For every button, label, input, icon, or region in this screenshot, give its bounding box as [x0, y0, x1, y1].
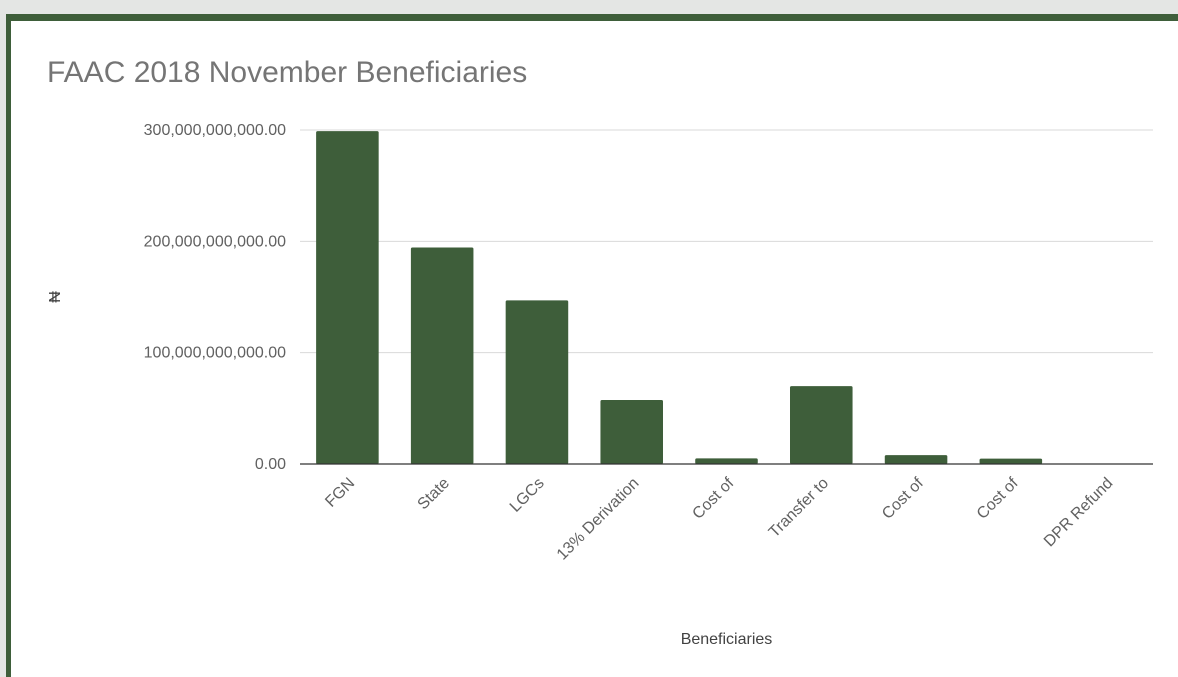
- bar[interactable]: [695, 458, 758, 464]
- y-axis-tick-labels: 0.00 100,000,000,000.00 200,000,000,000.00…: [144, 122, 286, 473]
- x-tick-label: Cost of: [879, 474, 927, 522]
- x-tick-label: 13% Derivation: [554, 475, 643, 564]
- bar[interactable]: [884, 455, 948, 464]
- x-tick-label: State: [415, 475, 454, 514]
- x-tick-label: Cost of: [689, 474, 737, 522]
- bar[interactable]: [505, 300, 569, 464]
- bar[interactable]: [979, 458, 1043, 464]
- x-tick-label: Cost of: [974, 474, 1022, 522]
- y-tick-label: 0.00: [255, 456, 286, 473]
- x-tick-label: DPR Refund: [1041, 475, 1117, 551]
- bar[interactable]: [316, 131, 379, 464]
- y-tick-label: 200,000,000,000.00: [144, 233, 286, 250]
- x-tick-label: LGCs: [507, 475, 548, 516]
- bar[interactable]: [410, 247, 474, 464]
- bar[interactable]: [600, 399, 663, 464]
- x-tick-label: FGN: [322, 475, 358, 511]
- y-tick-label: 100,000,000,000.00: [144, 345, 286, 362]
- bar[interactable]: [790, 386, 853, 464]
- y-tick-label: 300,000,000,000.00: [144, 122, 286, 139]
- x-tick-label: Transfer to: [766, 475, 832, 541]
- chart-title: FAAC 2018 November Beneficiaries: [47, 56, 528, 89]
- x-axis-title: Beneficiaries: [681, 631, 773, 648]
- bars: [316, 131, 1043, 464]
- y-axis-title: ₦: [47, 291, 64, 303]
- x-axis-tick-labels: FGN State LGCs 13% Derivation Cost of Transfe…: [322, 474, 1116, 563]
